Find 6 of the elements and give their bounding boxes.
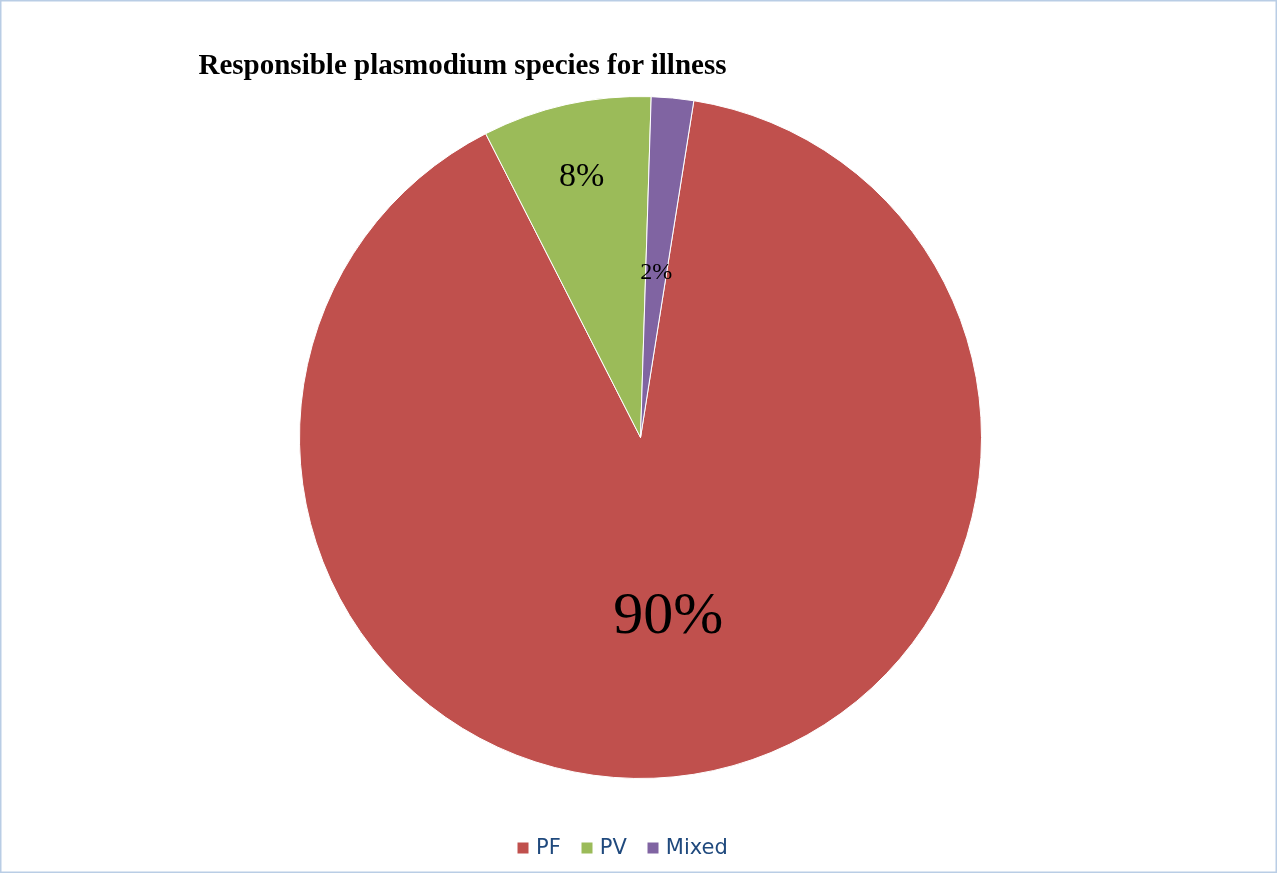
legend-label: PV	[599, 835, 627, 859]
legend-label: PF	[536, 835, 561, 859]
data-label: 90%	[613, 579, 724, 646]
data-label: 8%	[559, 156, 605, 194]
legend-label: Mixed	[665, 835, 728, 859]
chart-title: Responsible plasmodium species for illness	[198, 47, 727, 80]
